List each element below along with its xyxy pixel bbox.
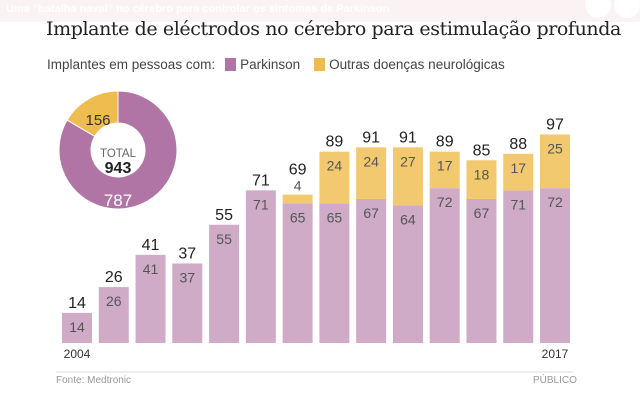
bar-outras-2017	[540, 134, 571, 189]
data-label-total: 37	[178, 245, 196, 262]
data-label-parkinson: 65	[290, 209, 306, 225]
data-label-outras: 17	[510, 160, 526, 176]
source-note: Fonte: Medtronic	[56, 375, 132, 386]
article-top-bar: Uma "batalha naval" no cérebro para cont…	[0, 0, 640, 22]
data-label-total: 89	[436, 134, 454, 151]
x-tick-label: 2017	[542, 347, 569, 361]
publisher-credit: PÚBLICO	[533, 375, 577, 386]
donut-center-label: TOTAL	[100, 148, 137, 160]
donut-slice-parkinson	[58, 90, 178, 210]
bar-parkinson-2017	[540, 188, 571, 343]
data-label-parkinson: 64	[400, 211, 416, 227]
data-label-parkinson: 37	[180, 269, 196, 285]
bar-parkinson-2006	[135, 254, 166, 343]
data-label-parkinson: 67	[363, 205, 379, 221]
legend: Implantes em pessoas com: Parkinson Outr…	[47, 57, 505, 72]
bar-parkinson-2014	[429, 188, 460, 343]
bar-parkinson-2010	[282, 203, 313, 343]
data-label-parkinson: 71	[510, 196, 526, 212]
data-label-total: 26	[105, 269, 123, 286]
data-label-outras: 4	[294, 178, 302, 194]
data-label-total: 71	[252, 172, 270, 189]
bar-outras-2013	[392, 147, 423, 206]
data-label-total: 14	[68, 295, 86, 312]
data-label-total: 91	[399, 129, 417, 146]
data-label-parkinson: 14	[69, 319, 85, 335]
bar-parkinson-2008	[209, 224, 240, 343]
bar-outras-2016	[503, 153, 534, 191]
bar-parkinson-2011	[319, 203, 350, 343]
data-label-parkinson: 55	[216, 231, 232, 247]
legend-label-outras: Outras doenças neurológicas	[329, 57, 505, 72]
data-label-outras: 18	[474, 166, 490, 182]
data-label-parkinson: 26	[106, 293, 122, 309]
donut-label-outras: 156	[85, 112, 110, 129]
bar-outras-2014	[429, 151, 460, 189]
twitter-icon[interactable]	[614, 0, 640, 18]
data-label-total: 41	[142, 237, 160, 254]
data-label-parkinson: 67	[474, 205, 490, 221]
chart-title: Implante de eléctrodos no cérebro para e…	[46, 18, 621, 40]
data-label-total: 85	[473, 142, 491, 159]
bar-outras-2012	[356, 147, 387, 199]
data-label-total: 69	[289, 162, 307, 179]
data-label-total: 89	[325, 134, 343, 151]
bar-parkinson-2012	[356, 198, 387, 343]
data-label-parkinson: 71	[253, 196, 269, 212]
facebook-icon[interactable]	[585, 0, 611, 18]
bar-parkinson-2007	[172, 263, 203, 343]
donut-center-value: 943	[105, 160, 132, 177]
data-label-parkinson: 72	[437, 194, 453, 210]
data-label-parkinson: 72	[547, 194, 563, 210]
legend-label-parkinson: Parkinson	[240, 57, 301, 72]
x-tick-label: 2004	[64, 347, 91, 361]
bar-parkinson-2015	[466, 198, 497, 343]
bar-parkinson-2009	[245, 190, 276, 343]
bar-outras-2011	[319, 151, 350, 204]
data-label-outras: 27	[400, 153, 416, 169]
data-label-total: 88	[509, 136, 527, 153]
data-label-total: 55	[215, 207, 233, 224]
data-label-outras: 17	[437, 158, 453, 174]
data-label-parkinson: 65	[327, 209, 343, 225]
data-label-parkinson: 41	[143, 261, 159, 277]
data-label-outras: 25	[547, 140, 563, 156]
legend-swatch-parkinson	[225, 58, 237, 71]
legend-swatch-outras	[314, 58, 326, 71]
bar-parkinson-2013	[392, 205, 423, 343]
bar-parkinson-2005	[98, 287, 129, 343]
data-label-outras: 24	[327, 158, 343, 174]
legend-title: Implantes em pessoas com:	[47, 57, 216, 72]
headline: Uma "batalha naval" no cérebro para cont…	[6, 3, 390, 15]
donut-slice-outras	[66, 90, 119, 138]
data-label-total: 97	[546, 116, 564, 133]
data-label-total: 91	[362, 129, 380, 146]
bar-outras-2010	[282, 194, 313, 204]
bar-outras-2015	[466, 160, 497, 199]
bar-parkinson-2016	[503, 190, 534, 343]
donut-label-parkinson: 787	[104, 191, 132, 210]
bar-parkinson-2004	[62, 312, 92, 343]
data-label-outras: 24	[363, 153, 379, 169]
